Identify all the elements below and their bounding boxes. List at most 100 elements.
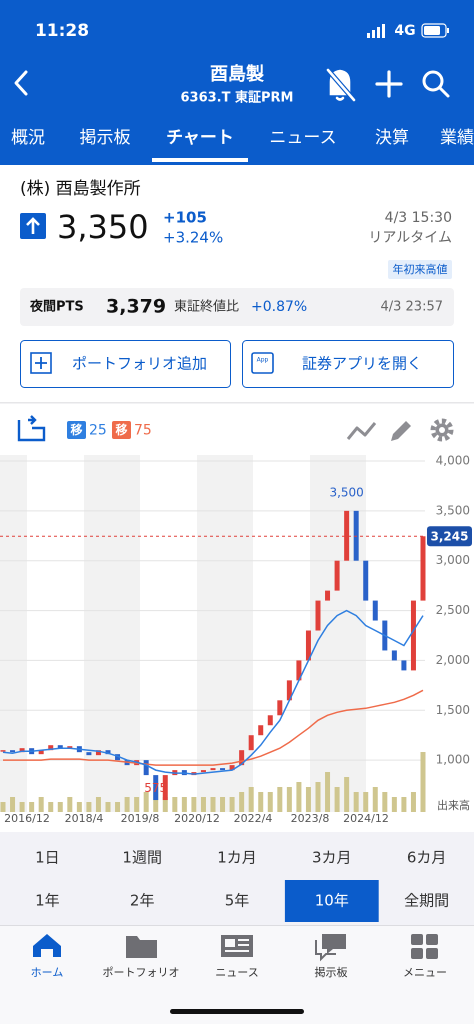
x-tick-label: 2016/12 [4,812,50,825]
volume-bar [353,792,359,812]
nav-item[interactable]: メニュー [403,966,447,979]
candle [305,630,311,661]
back-button[interactable] [14,70,28,96]
volume-bar [38,797,44,812]
volume-bar [248,787,254,812]
nav-item[interactable]: ホーム [31,966,64,979]
candle [229,765,235,771]
year-high-badge: 年初来高値 [393,262,448,276]
candle [86,752,92,756]
candle [38,750,44,755]
price-change-pct: +3.24% [163,229,223,247]
candle [48,745,54,751]
nav-item[interactable]: ポートフォリオ [103,966,180,979]
draw-button[interactable] [391,421,411,441]
signal-icon [367,24,385,38]
period-option[interactable]: 1カ月 [217,849,257,867]
candle [410,600,416,671]
badge-bg [388,260,452,279]
company-name: (株) 酉島製作所 [20,179,141,199]
volume-bar [210,797,216,812]
pts-box [20,288,454,326]
candle [95,750,101,756]
tab[interactable]: 掲示板 [80,128,131,148]
ma-badge-bg [67,421,86,439]
volume-bar [229,797,235,812]
period-option[interactable]: 1週間 [122,849,162,867]
nav-item[interactable]: ニュース [215,966,258,979]
period-option[interactable]: 3カ月 [312,849,352,867]
volume-bar [382,792,388,812]
candle [315,600,321,631]
ma-line [3,689,424,766]
volume-bar [258,792,264,812]
candle [363,560,369,601]
period-selector: 1日 1週間 1カ月 3カ月 6カ月 1年 2年 5年 10年 全期間 [35,849,449,922]
tab[interactable]: 概況 [11,128,45,148]
add-button[interactable] [375,70,403,98]
period-option[interactable]: 全期間 [404,892,449,910]
volume-bar [372,787,378,812]
period-option[interactable]: 1日 [35,849,60,867]
ma-period: 25 [89,423,107,439]
volume-bar [200,797,206,812]
volume-bar [172,797,178,812]
x-tick-label: 2023/8 [291,812,330,825]
candle [200,770,206,773]
volume-bar [134,797,140,812]
home-indicator [170,1009,304,1014]
line-type-button[interactable] [346,422,377,440]
volume-bar [239,792,245,812]
volume-bar [296,782,302,812]
tab[interactable]: 決算 [375,128,409,148]
volume-bar [86,802,92,812]
search-button[interactable] [422,70,450,98]
alert-button[interactable] [325,67,357,103]
volume-bar [410,792,416,812]
ma-line [2,609,424,775]
tab[interactable]: チャート [166,128,234,148]
x-tick-label: 2022/4 [234,812,273,825]
volume-bar [48,802,54,812]
period-option[interactable]: 5年 [225,892,250,910]
current-price-box [427,526,472,547]
volume-bar [344,777,350,812]
price-status: リアルタイム [368,230,452,246]
nav-item[interactable]: 掲示板 [315,965,348,979]
stock-price: 3,350 [57,208,149,246]
period-active-bg [284,880,379,922]
pts-date: 4/3 23:57 [380,300,443,315]
volume-bar [181,797,187,812]
tab[interactable]: ニュース [269,128,336,148]
battery-icon [421,23,449,38]
period-option[interactable]: 2年 [130,892,155,910]
x-tick-label: 2024/12 [343,812,389,825]
x-tick-label: 2019/8 [121,812,160,825]
open-app-button[interactable]: App 証券アプリを開く [242,340,454,388]
volume-bar [391,797,397,812]
volume-bar [115,802,121,812]
portfolio-button[interactable]: ポートフォリオ追加 [20,340,231,388]
volume-bar [334,787,340,812]
x-tick-label: 2018/4 [65,812,104,825]
candle [143,760,149,776]
volume-bar [401,797,407,812]
candle [401,660,407,671]
period-option[interactable]: 1年 [35,892,60,910]
candle [372,600,378,621]
y-tick-label: 4,000 [436,453,470,467]
period-option[interactable]: 10年 [315,892,349,910]
pts-compare-label: 東証終値比 [174,299,239,315]
volume-bar [267,792,273,812]
y-tick-label: 1,000 [436,753,470,767]
candle [296,660,302,681]
period-option[interactable]: 6カ月 [407,849,447,867]
tab[interactable]: 業績 [440,128,474,148]
divider [0,402,474,404]
candle [57,745,63,749]
y-tick-label: 1,500 [436,703,470,717]
volume-bar [19,802,25,812]
rotate-button[interactable] [17,415,46,442]
volume-bar [325,772,331,812]
settings-button[interactable] [430,418,454,442]
